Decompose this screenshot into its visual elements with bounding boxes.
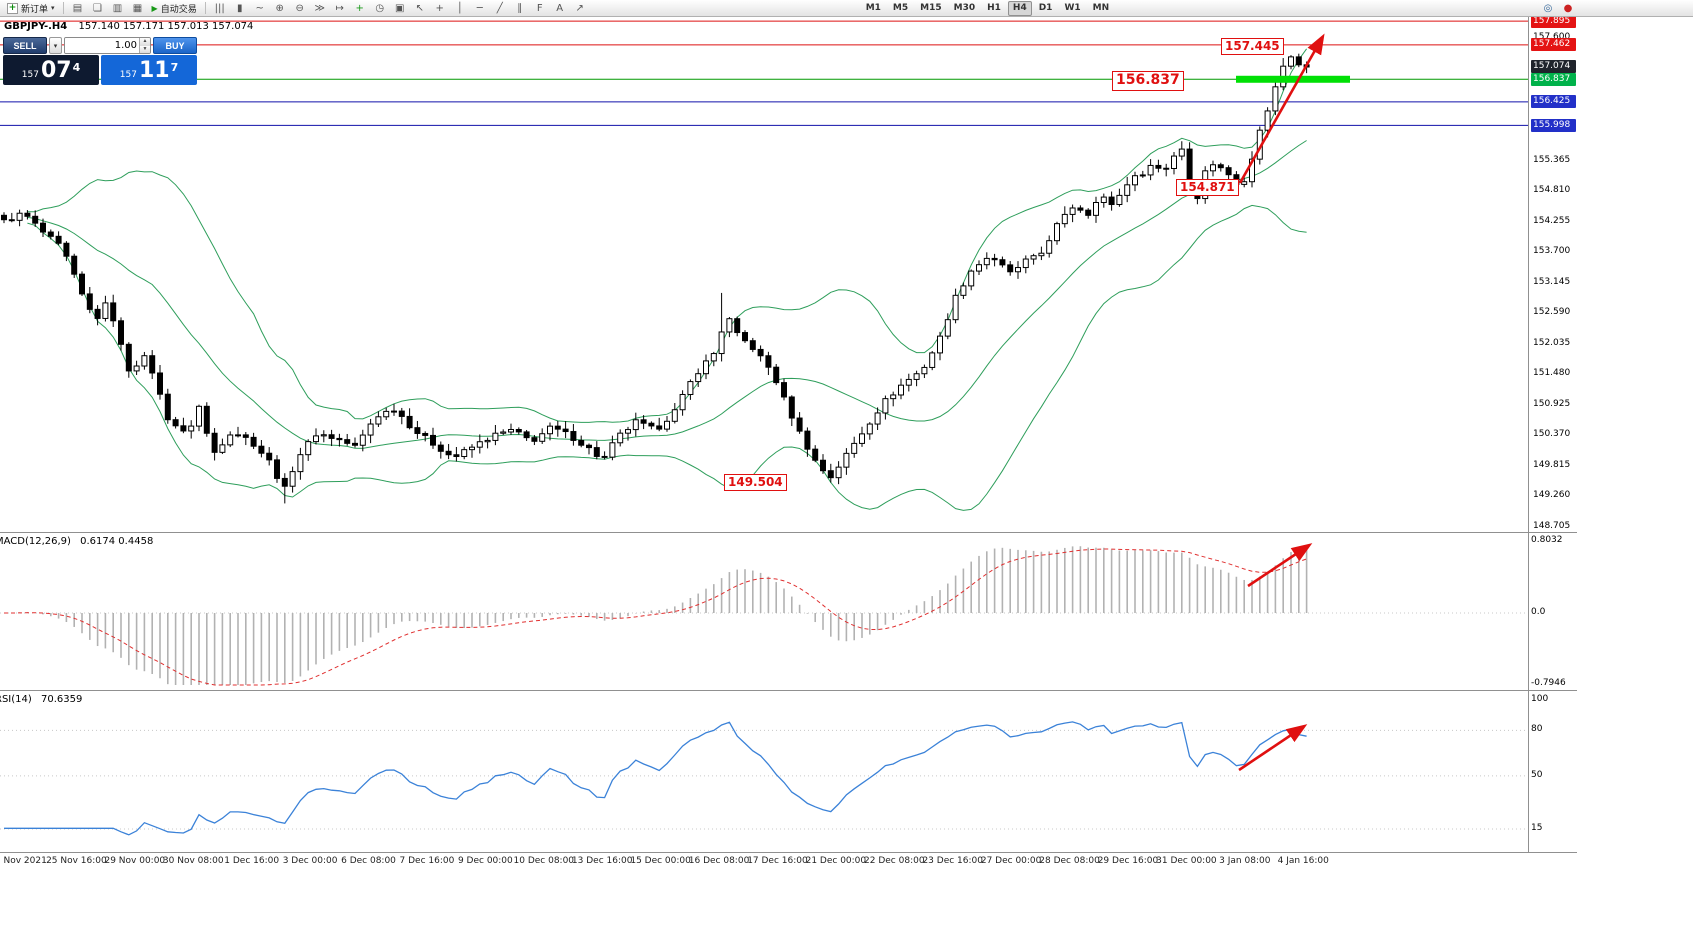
toolbar-separator	[62, 2, 64, 14]
auto-scroll-icon[interactable]: ≫	[314, 2, 325, 14]
volume-increase-button[interactable]: ▲	[140, 38, 150, 46]
sell-price-sup: 4	[72, 61, 81, 74]
buy-button[interactable]: BUY	[153, 37, 197, 54]
macd-name: MACD(12,26,9)	[0, 536, 71, 547]
market-watch-icon[interactable]: ▤	[72, 2, 83, 14]
symbol-label: GBPJPY-.H4	[4, 21, 68, 32]
cursor-icon[interactable]: ↖	[415, 2, 424, 14]
rsi-panel-label: RSI(14) 70.6359	[0, 694, 82, 705]
timeframe-mn[interactable]: MN	[1092, 3, 1110, 13]
price-axis-separator	[1528, 17, 1529, 852]
toolbar-right-icon-group: ◎ ●	[1538, 1, 1578, 16]
one-click-trading-panel: SELL ▾ ▲ ▼ BUY 157 07 4 157 11 7	[3, 37, 197, 85]
rsi-value: 70.6359	[40, 694, 83, 705]
vertical-line-icon[interactable]: │	[456, 2, 463, 14]
auto-trading-button[interactable]: ▶ 自动交易	[149, 1, 200, 16]
sell-price-big: 07	[40, 58, 72, 83]
buy-price-sup: 7	[170, 61, 179, 74]
bar-chart-icon[interactable]: |||	[214, 2, 225, 14]
channel-icon[interactable]: ∥	[517, 2, 523, 14]
timeframe-w1[interactable]: W1	[1064, 3, 1081, 13]
new-chart-icon[interactable]: ▦	[132, 2, 143, 14]
time-axis-divider	[0, 852, 1577, 853]
auto-trading-label: 自动交易	[160, 4, 197, 15]
text-icon[interactable]: A	[556, 2, 564, 14]
line-chart-icon[interactable]: ~	[255, 2, 264, 14]
main-toolbar: + 新订单 ▾ ▤ ❏ ▥ ▦ ▶ 自动交易 ||| ▮ ~ ⊕ ⊖ ≫ ↦ + ◷ ▣ ↖ + │ ─ ╱ ∥ F A…	[0, 0, 1693, 17]
chart-title: GBPJPY-.H4 157.140 157.171 157.013 157.0…	[4, 21, 253, 32]
volume-field: ▲ ▼	[64, 37, 151, 54]
periods-icon[interactable]: ◷	[375, 2, 385, 14]
timeframe-d1[interactable]: D1	[1038, 3, 1053, 13]
volume-input[interactable]	[65, 38, 139, 53]
crosshair-icon[interactable]: +	[435, 2, 444, 14]
order-type-dropdown[interactable]: ▾	[49, 37, 62, 54]
arrows-icon[interactable]: ↗	[575, 2, 584, 14]
toolbar-chart-icon-group: ||| ▮ ~ ⊕ ⊖ ≫ ↦ + ◷ ▣ ↖ + │ ─ ╱ ∥ F A ↗	[210, 1, 590, 16]
timeframe-group: M1 M5 M15 M30 H1 H4 D1 W1 MN	[860, 0, 1115, 16]
new-order-label: 新订单	[21, 4, 49, 15]
timeframe-m15[interactable]: M15	[920, 3, 942, 13]
chevron-down-icon: ▾	[51, 4, 55, 12]
sell-button[interactable]: SELL	[3, 37, 47, 54]
timeframe-h4[interactable]: H4	[1007, 0, 1032, 16]
trendline-icon[interactable]: ╱	[496, 2, 503, 14]
buy-price-button[interactable]: 157 11 7	[101, 55, 197, 85]
macd-panel-label: MACD(12,26,9) 0.6174 0.4458	[0, 536, 153, 547]
timeframe-m1[interactable]: M1	[865, 3, 881, 13]
macd-panel-divider[interactable]	[0, 532, 1577, 533]
timeframe-h1[interactable]: H1	[987, 3, 1001, 13]
terminal-icon[interactable]: ▥	[112, 2, 123, 14]
navigator-icon[interactable]: ❏	[93, 2, 103, 14]
candlestick-icon[interactable]: ▮	[236, 2, 243, 14]
new-order-icon: +	[7, 2, 18, 14]
horizontal-line-icon[interactable]: ─	[476, 2, 483, 14]
sell-price-prefix: 157	[21, 70, 39, 80]
volume-spinner: ▲ ▼	[139, 38, 150, 53]
volume-decrease-button[interactable]: ▼	[140, 45, 150, 53]
fibonacci-icon[interactable]: F	[536, 2, 543, 14]
chart-shift-icon[interactable]: ↦	[335, 2, 344, 14]
rsi-panel-divider[interactable]	[0, 690, 1577, 691]
zoom-in-icon[interactable]: ⊕	[275, 2, 284, 14]
toolbar-separator	[204, 2, 206, 14]
play-icon: ▶	[151, 3, 158, 13]
timeframe-m5[interactable]: M5	[892, 3, 909, 13]
rsi-name: RSI(14)	[0, 694, 32, 705]
toolbar-left-icon-group: ▤ ❏ ▥ ▦	[68, 1, 148, 16]
macd-values: 0.6174 0.4458	[80, 536, 154, 547]
sell-price-button[interactable]: 157 07 4	[3, 55, 99, 85]
record-icon[interactable]: ●	[1563, 3, 1573, 14]
search-icon[interactable]: ◎	[1543, 3, 1553, 14]
new-order-button[interactable]: + 新订单 ▾	[4, 1, 58, 16]
buy-price-big: 11	[138, 58, 170, 83]
timeframe-m30[interactable]: M30	[953, 3, 976, 13]
indicators-icon[interactable]: +	[355, 2, 364, 14]
templates-icon[interactable]: ▣	[394, 2, 405, 14]
zoom-out-icon[interactable]: ⊖	[295, 2, 304, 14]
ohlc-values: 157.140 157.171 157.013 157.074	[78, 21, 254, 32]
buy-price-prefix: 157	[119, 70, 137, 80]
